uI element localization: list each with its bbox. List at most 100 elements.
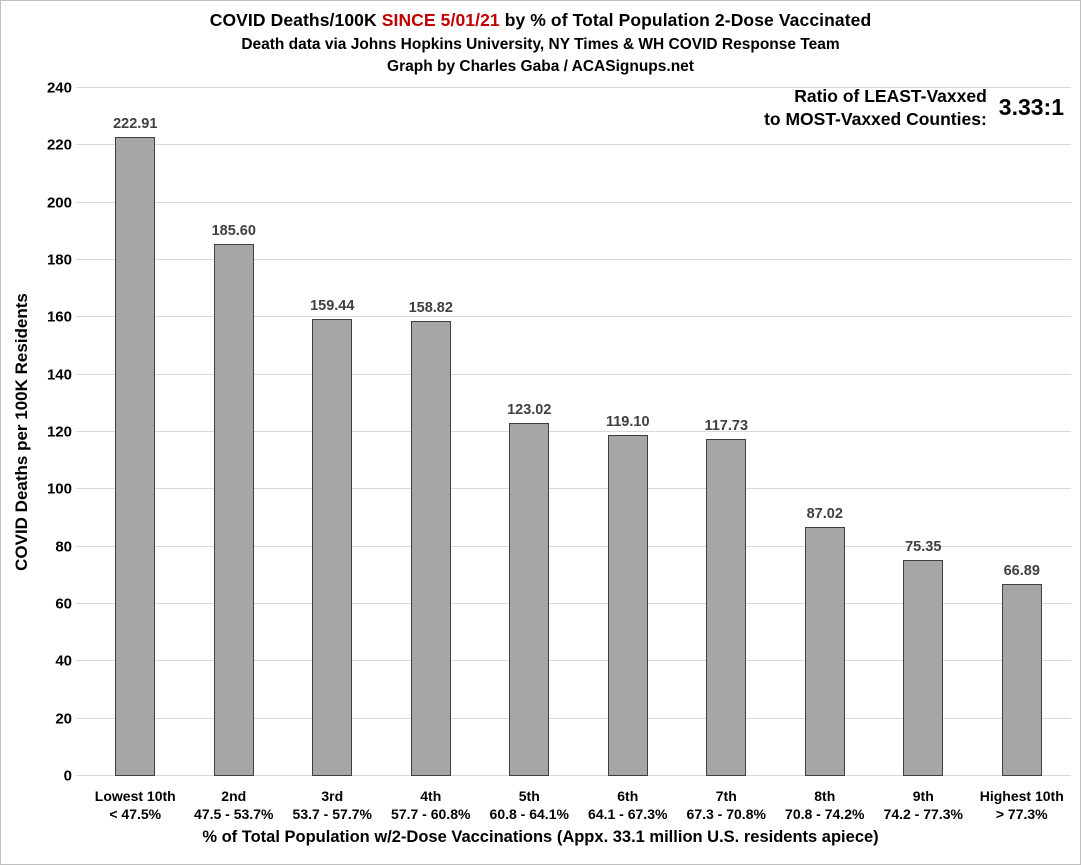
category-range: 53.7 - 57.7% — [292, 806, 372, 823]
bar-column: 222.91 — [86, 88, 185, 776]
bar — [410, 320, 451, 776]
x-tick-label: 4th 57.7 - 60.8% — [382, 787, 481, 823]
category-range: < 47.5% — [109, 806, 162, 823]
bar-value-label: 123.02 — [507, 402, 552, 419]
bar-column: 158.82 — [382, 88, 481, 776]
x-tick-label: 6th 64.1 - 67.3% — [579, 787, 678, 823]
chart-title-part1: COVID Deaths/100K — [209, 10, 382, 30]
y-tick-mark — [76, 717, 86, 719]
category-range: 47.5 - 53.7% — [194, 806, 274, 823]
bar-value-label: 222.91 — [113, 116, 158, 132]
category-name: 3rd — [321, 788, 344, 804]
bar-value-label: 185.60 — [211, 222, 256, 239]
gridline — [86, 373, 1071, 375]
y-tick-label: 60 — [55, 595, 72, 613]
y-tick-label: 140 — [46, 366, 72, 384]
bar-column: 75.35 — [874, 88, 973, 776]
chart-title: COVID Deaths/100K SINCE 5/01/21 by % of … — [1, 10, 1080, 31]
category-range: 70.8 - 74.2% — [785, 806, 865, 823]
ratio-annotation-line2: to MOST-Vaxxed Counties: — [764, 108, 987, 129]
y-tick-label: 120 — [46, 423, 72, 441]
bar-column: 123.02 — [480, 88, 579, 776]
y-tick-mark — [76, 259, 86, 260]
bar-column: 117.73 — [677, 88, 776, 776]
bar — [115, 137, 156, 776]
category-range: 67.3 - 70.8% — [686, 806, 766, 823]
category-name: 6th — [617, 788, 639, 804]
ratio-annotation-line1: Ratio of LEAST-Vaxxed — [794, 86, 987, 106]
category-range: > 77.3% — [995, 806, 1048, 823]
bar — [509, 423, 550, 776]
bar — [213, 243, 254, 776]
category-range: 60.8 - 64.1% — [489, 806, 569, 823]
chart-subtitle-source: Death data via Johns Hopkins University,… — [241, 36, 840, 53]
bar-value-label: 87.02 — [806, 505, 843, 522]
bar-column: 185.60 — [185, 88, 284, 776]
y-tick-label: 0 — [63, 767, 72, 785]
y-tick-label: 100 — [46, 480, 72, 498]
y-tick-label: 40 — [55, 652, 72, 670]
category-name: 7th — [715, 788, 737, 804]
chart-subtitle-credit: Graph by Charles Gaba / ACASignups.net — [387, 58, 694, 75]
y-tick-mark — [76, 545, 86, 547]
gridline — [86, 259, 1071, 260]
plot-area: 222.91 185.60 159.44 158.82 123.02 119.10 117.… — [76, 87, 1071, 776]
gridline — [86, 717, 1071, 719]
ratio-annotation-value: 3.33:1 — [998, 94, 1064, 121]
gridlines — [76, 87, 1071, 776]
y-tick-mark — [76, 603, 86, 604]
chart-header: COVID Deaths/100K SINCE 5/01/21 by % of … — [1, 10, 1080, 76]
bar-column: 159.44 — [283, 88, 382, 776]
x-tick-label: Highest 10th > 77.3% — [973, 787, 1072, 823]
y-tick-label: 80 — [55, 538, 72, 556]
y-tick-label: 200 — [46, 194, 72, 212]
chart-title-part2: by % of Total Population 2-Dose Vaccinat… — [499, 10, 872, 30]
gridline — [86, 87, 1071, 88]
x-tick-label: 8th 70.8 - 74.2% — [776, 787, 875, 823]
bar — [312, 318, 353, 776]
y-axis-title: COVID Deaths per 100K Residents — [12, 293, 31, 571]
gridline — [86, 545, 1071, 547]
bar-value-label: 119.10 — [605, 413, 650, 430]
bar-value-label: 158.82 — [408, 299, 453, 316]
y-tick-label: 160 — [46, 308, 72, 326]
x-axis-title: % of Total Population w/2-Dose Vaccinati… — [202, 828, 879, 846]
y-tick-mark — [76, 431, 86, 432]
gridline — [86, 144, 1071, 146]
y-tick-mark — [76, 488, 86, 490]
gridline — [86, 488, 1071, 490]
category-name: Highest 10th — [979, 788, 1064, 804]
y-tick-label: 220 — [46, 136, 72, 154]
chart-title-highlight: SINCE 5/01/21 — [381, 10, 500, 30]
bar — [706, 438, 747, 776]
x-tick-labels: Lowest 10th < 47.5% 2nd 47.5 - 53.7% 3rd 53.7… — [86, 787, 1071, 827]
y-tick-mark — [76, 316, 86, 318]
bar — [607, 434, 648, 776]
x-tick-label: Lowest 10th < 47.5% — [86, 787, 185, 823]
ratio-annotation-text: Ratio of LEAST-Vaxxed to MOST-Vaxxed Cou… — [764, 85, 987, 131]
category-name: 9th — [912, 788, 934, 804]
y-tick-label: 20 — [55, 710, 72, 728]
bar-value-label: 66.89 — [1003, 563, 1040, 580]
category-range: 74.2 - 77.3% — [883, 806, 963, 823]
gridline — [86, 316, 1071, 318]
y-tick-mark — [76, 775, 86, 776]
y-tick-mark — [76, 373, 86, 375]
gridline — [86, 431, 1071, 432]
bar — [804, 526, 845, 776]
category-name: 2nd — [221, 788, 247, 804]
bar — [1001, 584, 1042, 776]
y-tick-mark — [76, 660, 86, 662]
x-tick-label: 9th 74.2 - 77.3% — [874, 787, 973, 823]
gridline — [86, 775, 1071, 776]
x-tick-label: 2nd 47.5 - 53.7% — [185, 787, 284, 823]
x-tick-label: 7th 67.3 - 70.8% — [677, 787, 776, 823]
category-range: 64.1 - 67.3% — [588, 806, 668, 823]
ratio-annotation: Ratio of LEAST-Vaxxed to MOST-Vaxxed Cou… — [764, 85, 1064, 131]
bar-value-label: 159.44 — [310, 297, 355, 314]
category-name: 8th — [814, 788, 836, 804]
category-name: Lowest 10th — [94, 788, 176, 804]
y-tick-label: 180 — [46, 251, 72, 269]
category-name: 5th — [518, 788, 540, 804]
